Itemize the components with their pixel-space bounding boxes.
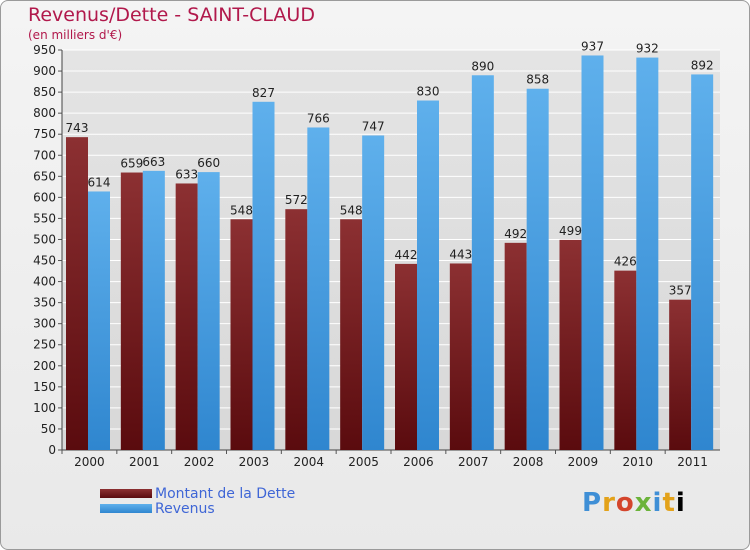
- y-tick-label: 600: [33, 190, 56, 204]
- y-tick-label: 750: [33, 127, 56, 141]
- bar-revenus: [197, 172, 220, 450]
- bar-dette: [230, 219, 253, 450]
- data-label: 743: [66, 121, 89, 135]
- x-tick-label: 2005: [348, 455, 379, 469]
- plot-area: [62, 50, 720, 450]
- data-label: 659: [120, 157, 143, 171]
- data-label: 426: [614, 255, 637, 269]
- data-label: 937: [581, 39, 604, 53]
- data-label: 614: [88, 175, 111, 189]
- y-tick-label: 400: [33, 275, 56, 289]
- data-label: 830: [417, 85, 440, 99]
- legend-label-revenus: Revenus: [155, 501, 215, 517]
- bar-dette: [66, 137, 88, 450]
- y-tick-label: 950: [33, 43, 56, 57]
- x-tick-label: 2007: [458, 455, 489, 469]
- y-tick-label: 450: [33, 254, 56, 268]
- proxiti-logo: Proxiti: [582, 488, 686, 518]
- chart-title: Revenus/Dette - SAINT-CLAUD: [28, 4, 315, 26]
- y-tick-label: 300: [33, 317, 56, 331]
- legend-swatch-revenus: [100, 504, 152, 513]
- x-tick-label: 2003: [239, 455, 270, 469]
- y-tick-label: 900: [33, 64, 56, 78]
- bar-revenus: [252, 101, 275, 450]
- x-tick-label: 2002: [184, 455, 215, 469]
- x-tick-label: 2004: [293, 455, 324, 469]
- bar-revenus: [307, 127, 330, 450]
- data-label: 357: [669, 284, 692, 298]
- bar-dette: [449, 263, 472, 450]
- y-tick-label: 500: [33, 232, 56, 246]
- data-label: 747: [362, 119, 385, 133]
- data-label: 827: [252, 86, 275, 100]
- data-label: 499: [559, 224, 582, 238]
- chart-subtitle: (en milliers d'€): [28, 28, 123, 42]
- legend-label-dette: Montant de la Dette: [155, 486, 296, 502]
- bar-revenus: [142, 170, 165, 450]
- x-tick-label: 2006: [403, 455, 434, 469]
- bar-dette: [614, 270, 637, 450]
- data-label: 633: [175, 167, 198, 181]
- data-label: 858: [526, 73, 549, 87]
- bar-dette: [395, 263, 417, 450]
- bar-revenus: [636, 57, 659, 450]
- bar-revenus: [417, 100, 439, 451]
- y-tick-label: 250: [33, 338, 56, 352]
- data-label: 548: [230, 203, 253, 217]
- y-tick-label: 0: [48, 443, 56, 457]
- bar-dette: [175, 183, 198, 450]
- y-tick-label: 150: [33, 380, 56, 394]
- data-label: 443: [449, 247, 472, 261]
- data-label: 663: [142, 155, 165, 169]
- x-tick-label: 2009: [568, 455, 599, 469]
- data-label: 890: [471, 59, 494, 73]
- legend-swatch-dette: [100, 489, 152, 498]
- bar-dette: [559, 239, 582, 450]
- data-label: 932: [636, 42, 659, 56]
- y-tick-label: 700: [33, 148, 56, 162]
- bar-dette: [285, 209, 308, 450]
- y-tick-label: 550: [33, 211, 56, 225]
- bar-revenus: [691, 74, 714, 450]
- bar-revenus: [471, 75, 494, 451]
- data-label: 892: [691, 58, 714, 72]
- x-tick-label: 2001: [129, 455, 160, 469]
- x-tick-label: 2008: [513, 455, 544, 469]
- bar-dette: [504, 242, 527, 450]
- bar-revenus: [362, 135, 385, 450]
- y-tick-label: 800: [33, 106, 56, 120]
- data-label: 766: [307, 111, 330, 125]
- data-label: 492: [504, 227, 527, 241]
- x-tick-label: 2000: [74, 455, 105, 469]
- data-label: 442: [395, 248, 418, 262]
- y-tick-label: 650: [33, 169, 56, 183]
- y-tick-label: 50: [41, 422, 56, 436]
- x-tick-label: 2011: [677, 455, 708, 469]
- bar-dette: [669, 299, 692, 450]
- data-label: 572: [285, 193, 308, 207]
- bar-revenus: [526, 88, 549, 450]
- bar-dette: [340, 219, 363, 450]
- y-tick-label: 200: [33, 359, 56, 373]
- bar-revenus: [581, 55, 604, 450]
- data-label: 660: [197, 156, 220, 170]
- y-tick-label: 850: [33, 85, 56, 99]
- x-tick-label: 2010: [622, 455, 653, 469]
- data-label: 548: [340, 203, 363, 217]
- bar-dette: [120, 172, 143, 451]
- y-tick-label: 350: [33, 296, 56, 310]
- y-tick-label: 100: [33, 401, 56, 415]
- bar-revenus: [88, 191, 110, 450]
